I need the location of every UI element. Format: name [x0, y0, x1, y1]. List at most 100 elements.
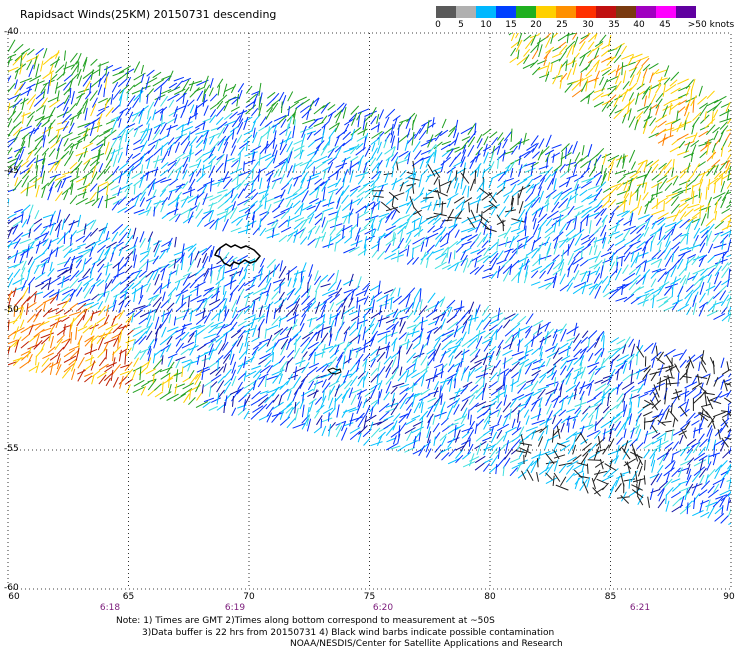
wind-barb — [69, 289, 76, 302]
wind-barb — [565, 367, 574, 378]
wind-barb — [573, 36, 579, 48]
wind-barb — [599, 76, 605, 86]
wind-barb — [553, 242, 558, 255]
wind-barb — [561, 355, 571, 362]
wind-barb — [279, 380, 289, 390]
wind-barb — [103, 342, 109, 352]
wind-barb — [47, 160, 61, 166]
wind-barb — [552, 328, 558, 339]
wind-barb — [117, 111, 124, 122]
wind-barb — [82, 308, 88, 321]
wind-barb — [140, 128, 148, 140]
wind-barb — [230, 106, 240, 112]
wind-barb — [12, 98, 23, 109]
wind-barb — [35, 348, 44, 358]
wind-barb — [90, 354, 93, 365]
wind-barb — [365, 215, 379, 221]
wind-barb — [173, 114, 178, 124]
wind-barb — [147, 128, 153, 141]
wind-barb — [126, 384, 131, 394]
wind-barb — [573, 388, 577, 400]
wind-barb — [650, 93, 657, 104]
wind-barb — [419, 159, 424, 170]
wind-barb — [397, 370, 408, 382]
wind-barb — [688, 356, 695, 369]
wind-barb — [299, 314, 307, 326]
wind-barb — [26, 115, 34, 127]
wind-barb — [112, 71, 125, 77]
wind-barb — [21, 112, 25, 124]
wind-barb — [126, 310, 136, 317]
wind-barb — [201, 164, 205, 178]
wind-barb — [734, 153, 735, 166]
wind-barb — [537, 385, 550, 391]
wind-barb — [620, 495, 630, 504]
wind-barb — [280, 226, 292, 233]
wind-barb — [63, 323, 66, 335]
wind-barb — [649, 159, 660, 168]
wind-barb — [118, 170, 123, 184]
wind-barb — [671, 453, 674, 463]
wind-barb — [13, 165, 22, 178]
wind-barb — [545, 393, 552, 407]
wind-barb — [650, 258, 662, 265]
wind-barb — [103, 283, 107, 297]
wind-barb — [511, 218, 525, 223]
wind-barb — [449, 394, 460, 400]
wind-barb — [658, 162, 667, 170]
wind-barb — [398, 346, 401, 360]
wind-barb — [274, 385, 284, 391]
wind-barb — [258, 102, 263, 117]
wind-barb — [69, 263, 73, 274]
wind-barb — [89, 183, 98, 192]
wind-barb — [687, 216, 698, 223]
wind-barb — [201, 384, 204, 394]
wind-barb — [579, 432, 588, 444]
wind-barb — [483, 143, 488, 157]
wind-barb — [462, 144, 467, 154]
wind-barb — [175, 331, 186, 340]
wind-barb — [634, 471, 638, 484]
wind-barb — [692, 442, 701, 454]
wind-barb — [651, 432, 661, 439]
wind-barb — [362, 122, 368, 136]
wind-barb — [628, 338, 635, 348]
wind-barb — [97, 290, 110, 296]
wind-barb — [222, 290, 227, 301]
wind-barb — [231, 115, 241, 128]
wind-barb — [623, 109, 631, 118]
wind-barb — [48, 161, 57, 173]
wind-barb — [621, 62, 624, 76]
wind-barb — [13, 260, 24, 269]
wind-barb — [280, 388, 289, 397]
wind-barb — [413, 192, 424, 202]
wind-barb — [56, 101, 65, 109]
wind-barb — [125, 107, 132, 116]
wind-barb — [202, 321, 214, 331]
wind-barb — [362, 326, 366, 341]
wind-barb — [637, 396, 641, 408]
wind-barb — [92, 258, 101, 266]
wind-barb — [559, 262, 565, 276]
wind-barb — [146, 123, 150, 134]
wind-barb — [272, 124, 278, 134]
wind-barb — [474, 170, 477, 184]
wind-barb — [530, 161, 539, 168]
wind-barb — [279, 173, 286, 184]
wind-barb — [460, 439, 469, 452]
wind-barb — [709, 399, 722, 405]
wind-barb — [608, 212, 615, 224]
wind-barb — [209, 114, 217, 124]
wind-barb — [384, 127, 393, 135]
wind-barb — [726, 191, 731, 195]
wind-barb — [285, 301, 298, 310]
wind-barb — [344, 379, 353, 390]
wind-barb — [481, 338, 493, 345]
wind-barb — [412, 431, 421, 442]
wind-barb — [40, 327, 52, 333]
wind-barb — [544, 331, 549, 345]
wind-barb — [581, 238, 591, 245]
wind-barb — [411, 247, 414, 259]
wind-barb — [560, 249, 565, 264]
wind-barb — [70, 234, 73, 246]
